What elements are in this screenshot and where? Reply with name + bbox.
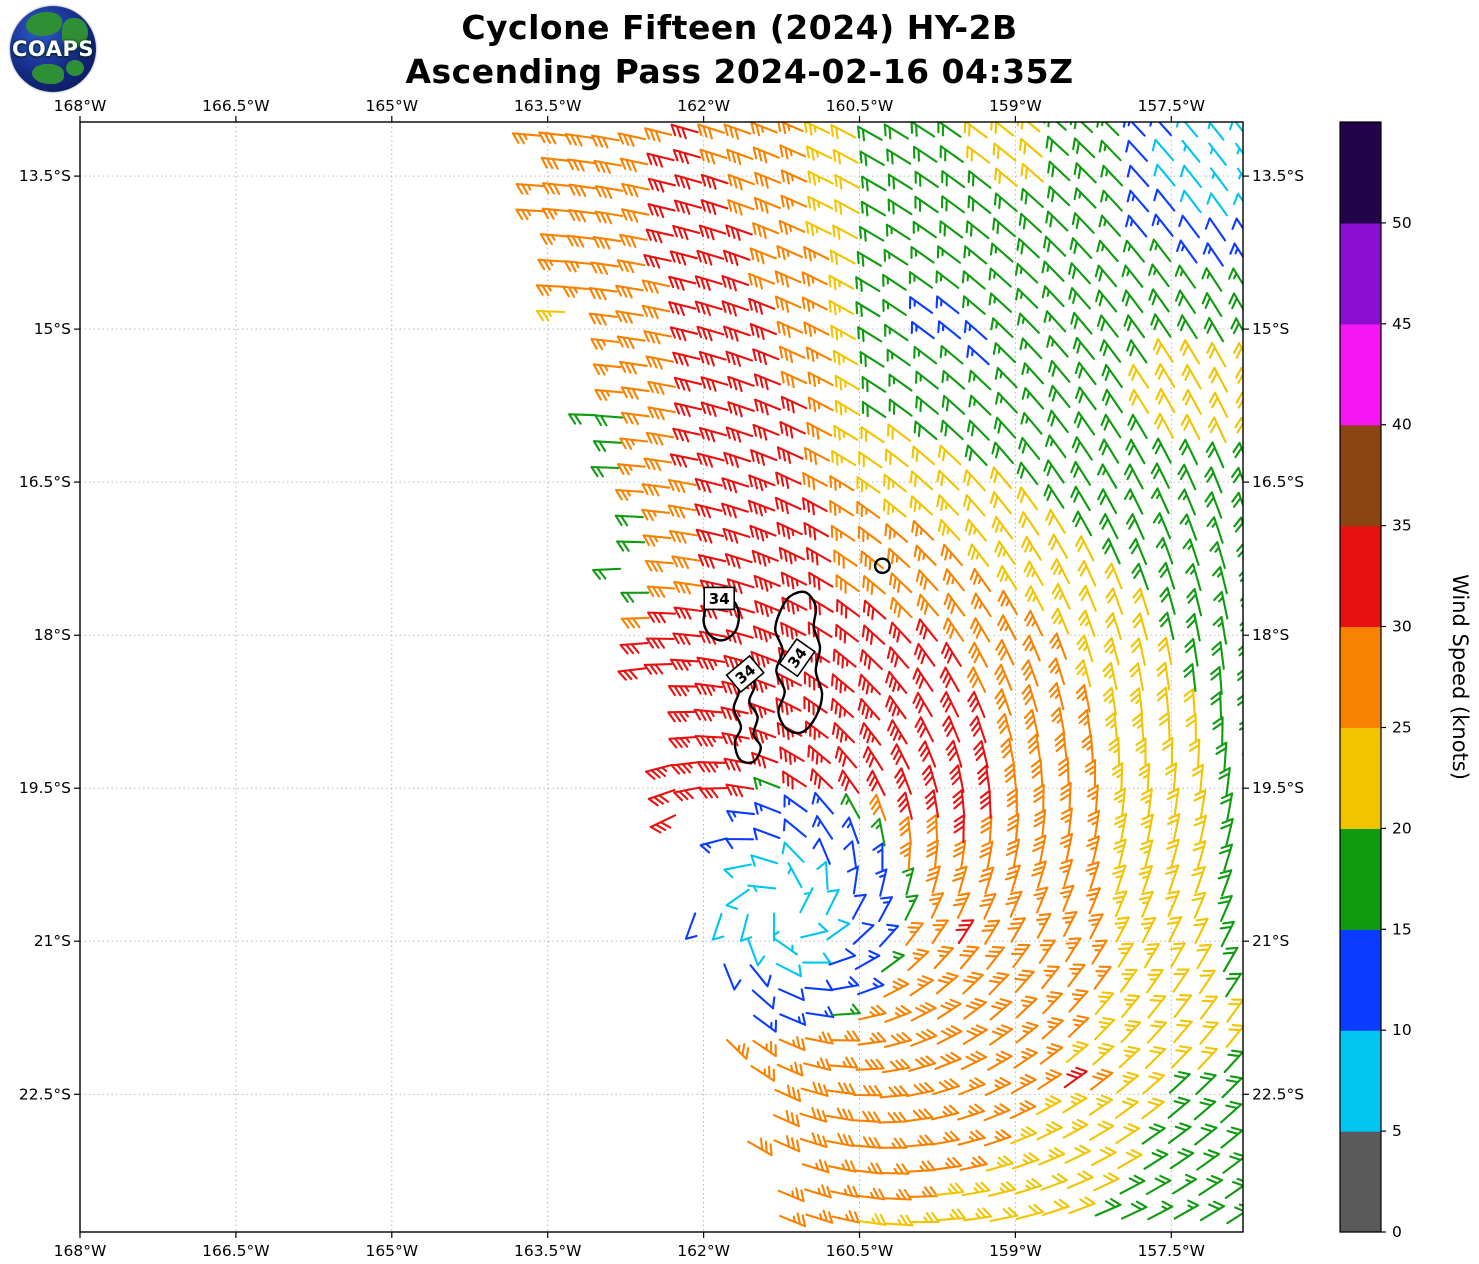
wind-barbs — [511, 122, 1243, 1228]
logo-text: COAPS — [12, 37, 94, 61]
colorbar: 0 5 10 15 20 25 30 35 40 45 50 — [1339, 121, 1412, 1241]
svg-text:162°W: 162°W — [677, 1242, 730, 1260]
colorbar-title: Wind Speed (knots) — [1448, 574, 1472, 780]
grid-lines — [79, 122, 1243, 1232]
svg-text:157.5°W: 157.5°W — [1138, 1242, 1205, 1260]
svg-text:166.5°W: 166.5°W — [202, 97, 269, 115]
svg-text:20: 20 — [1392, 819, 1412, 837]
svg-text:45: 45 — [1392, 315, 1412, 333]
svg-text:10: 10 — [1392, 1021, 1412, 1039]
svg-text:35: 35 — [1392, 517, 1412, 535]
svg-text:19.5°S: 19.5°S — [1252, 779, 1304, 797]
svg-text:22.5°S: 22.5°S — [1252, 1085, 1304, 1103]
svg-text:21°S: 21°S — [34, 932, 71, 950]
svg-text:163.5°W: 163.5°W — [514, 1242, 581, 1260]
svg-text:159°W: 159°W — [989, 97, 1042, 115]
svg-text:18°S: 18°S — [34, 626, 71, 644]
svg-text:34: 34 — [709, 590, 730, 608]
y-axis-labels: 13.5°S 13.5°S 15°S 15°S 16.5°S 16.5°S 18°S 18°S… — [19, 167, 1304, 1103]
svg-text:30: 30 — [1392, 618, 1412, 636]
svg-text:163.5°W: 163.5°W — [514, 97, 581, 115]
svg-text:165°W: 165°W — [365, 97, 418, 115]
axis-ticks — [74, 116, 1249, 1238]
svg-text:162°W: 162°W — [677, 97, 730, 115]
svg-text:13.5°S: 13.5°S — [1252, 167, 1304, 185]
chart-subtitle: Ascending Pass 2024-02-16 04:35Z — [405, 52, 1074, 91]
svg-text:166.5°W: 166.5°W — [202, 1242, 269, 1260]
svg-text:15°S: 15°S — [1252, 320, 1289, 338]
svg-text:165°W: 165°W — [365, 1242, 418, 1260]
svg-text:16.5°S: 16.5°S — [19, 473, 71, 491]
svg-text:15: 15 — [1392, 920, 1412, 938]
logo-landmass-icon — [26, 12, 62, 36]
svg-text:50: 50 — [1392, 214, 1412, 232]
svg-text:19.5°S: 19.5°S — [19, 779, 71, 797]
svg-text:157.5°W: 157.5°W — [1138, 97, 1205, 115]
logo-landmass-icon — [66, 60, 84, 76]
svg-text:15°S: 15°S — [34, 320, 71, 338]
svg-text:13.5°S: 13.5°S — [19, 167, 71, 185]
svg-text:0: 0 — [1392, 1223, 1402, 1241]
svg-text:18°S: 18°S — [1252, 626, 1289, 644]
chart-title: Cyclone Fifteen (2024) HY-2B — [461, 8, 1018, 47]
svg-text:160.5°W: 160.5°W — [826, 97, 893, 115]
svg-text:40: 40 — [1392, 416, 1412, 434]
coaps-logo: COAPS — [10, 6, 96, 92]
svg-text:160.5°W: 160.5°W — [826, 1242, 893, 1260]
svg-text:22.5°S: 22.5°S — [19, 1085, 71, 1103]
x-axis-labels: 168°W 168°W 166.5°W 166.5°W 165°W 165°W 163.5°… — [54, 97, 1205, 1260]
svg-text:168°W: 168°W — [54, 1242, 107, 1260]
svg-text:168°W: 168°W — [54, 97, 107, 115]
svg-text:21°S: 21°S — [1252, 932, 1289, 950]
svg-text:159°W: 159°W — [989, 1242, 1042, 1260]
plot-frame — [79, 121, 1244, 1233]
svg-text:16.5°S: 16.5°S — [1252, 473, 1304, 491]
svg-text:25: 25 — [1392, 719, 1412, 737]
logo-landmass-icon — [62, 18, 88, 48]
logo-landmass-icon — [32, 64, 64, 84]
svg-text:5: 5 — [1392, 1122, 1402, 1140]
